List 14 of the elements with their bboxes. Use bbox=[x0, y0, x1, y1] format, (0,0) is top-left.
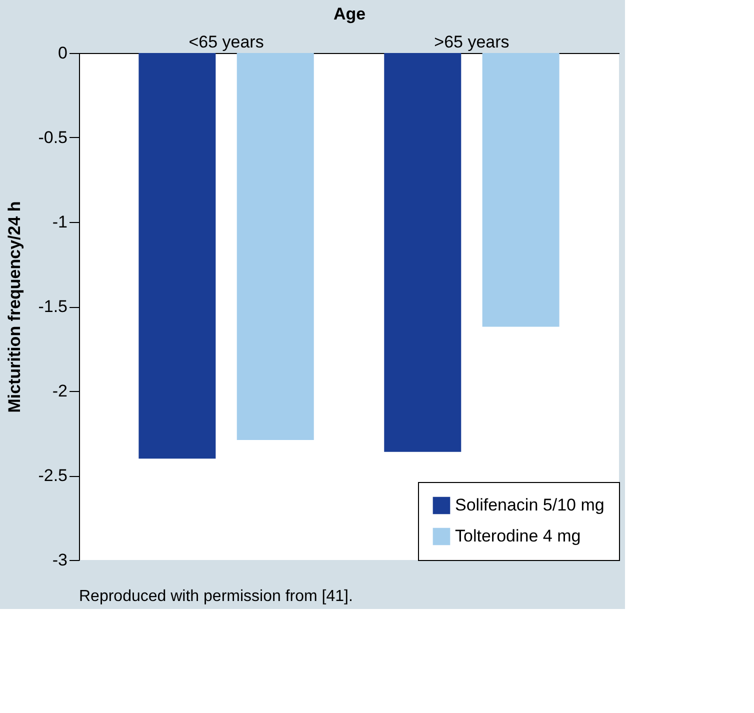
legend-label: Solifenacin 5/10 mg bbox=[455, 496, 604, 514]
y-tick-label: -2.5 bbox=[38, 466, 68, 485]
text: Reproduced with permission from [41]. bbox=[79, 588, 353, 605]
y-tick-label: -3 bbox=[52, 550, 68, 570]
y-tick-label: -1 bbox=[52, 212, 68, 232]
y-axis-title: Micturition frequency/24 h bbox=[5, 201, 24, 413]
y-tick-label: -1.5 bbox=[38, 297, 68, 316]
x-tick-label: >65 years bbox=[434, 32, 510, 52]
y-tick-label: 0 bbox=[58, 44, 68, 62]
y-tick-label: -0.5 bbox=[38, 128, 68, 147]
x-axis-title: Age bbox=[333, 4, 366, 24]
x-tick-label: <65 years bbox=[188, 32, 264, 52]
legend-label: Tolterodine 4 mg bbox=[455, 526, 581, 546]
y-tick-label: -2 bbox=[52, 382, 68, 400]
